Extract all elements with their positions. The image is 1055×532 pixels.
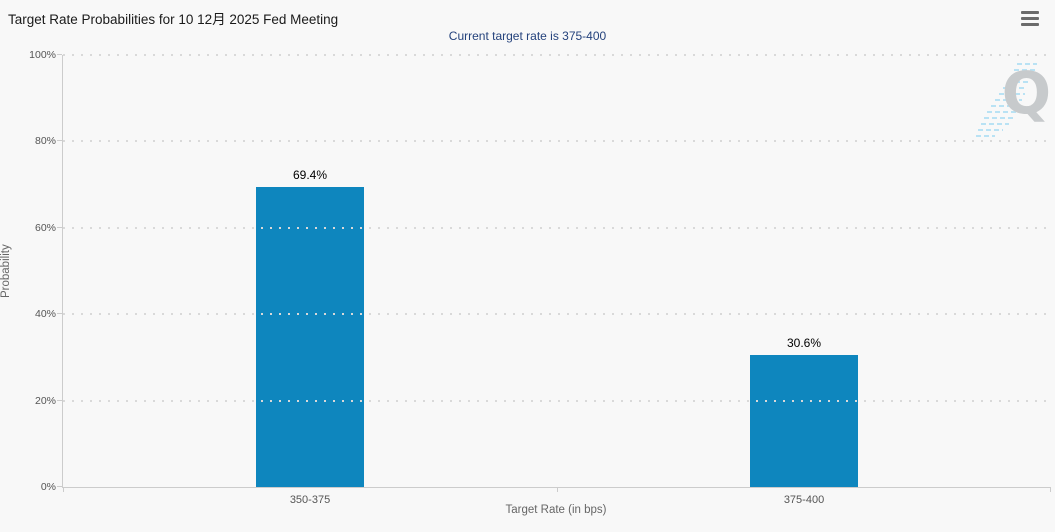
gridline	[63, 313, 1051, 315]
bar[interactable]	[256, 187, 364, 487]
x-tick-mark	[557, 487, 558, 492]
plot-area: 69.4% 30.6% 350-375 375-400	[57, 54, 1051, 506]
bar-group: 69.4%	[256, 168, 364, 487]
y-tick-mark	[57, 486, 62, 487]
hamburger-menu-button[interactable]	[1018, 8, 1042, 28]
chart-subtitle: Current target rate is 375-400	[448, 29, 607, 43]
bar-value-label: 30.6%	[786, 336, 822, 350]
gridline	[63, 400, 1051, 402]
y-tick-label: 100%	[29, 49, 56, 61]
bar-group: 30.6%	[750, 336, 858, 487]
y-axis-labels: 0% 20% 40% 60% 80% 100%	[0, 49, 56, 493]
y-tick-label: 20%	[34, 395, 56, 407]
x-axis-title: Target Rate (in bps)	[505, 504, 607, 516]
gridline	[63, 54, 1051, 56]
hamburger-icon	[1021, 10, 1039, 14]
gridline	[63, 227, 1051, 229]
y-tick-mark	[57, 54, 62, 55]
y-tick-label: 60%	[34, 222, 56, 234]
x-tick-label: 350-375	[289, 494, 331, 506]
x-tick-label: 375-400	[783, 494, 825, 506]
y-tick-label: 40%	[34, 308, 56, 320]
y-tick-mark	[57, 400, 62, 401]
y-tick-mark	[57, 313, 62, 314]
y-tick-label: 80%	[34, 135, 56, 147]
bar[interactable]	[750, 355, 858, 487]
x-tick-mark	[1050, 487, 1051, 492]
gridline	[63, 140, 1051, 142]
y-tick-mark	[57, 227, 62, 228]
chart-title: Target Rate Probabilities for 10 12月 202…	[8, 12, 339, 27]
bar-value-label: 69.4%	[292, 168, 328, 182]
y-tick-label: 0%	[40, 481, 56, 493]
y-tick-mark	[57, 140, 62, 141]
hamburger-icon	[1021, 16, 1039, 20]
hamburger-icon	[1021, 22, 1039, 26]
x-tick-mark	[63, 487, 64, 492]
